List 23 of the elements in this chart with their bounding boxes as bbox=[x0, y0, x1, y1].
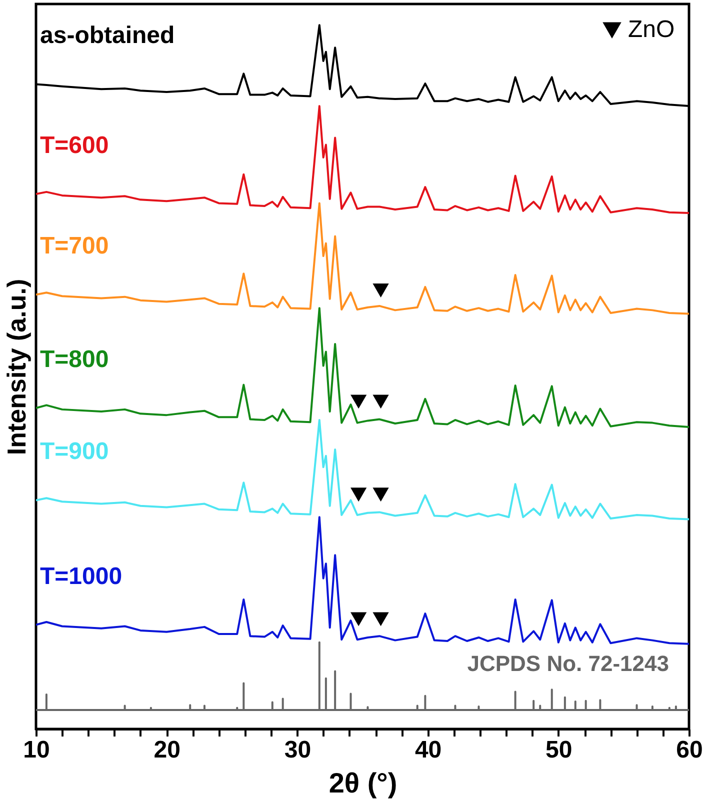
series-label: as-obtained bbox=[40, 22, 175, 50]
point bbox=[372, 488, 389, 502]
point bbox=[350, 612, 367, 626]
point bbox=[350, 488, 367, 502]
legend-label: ZnO bbox=[628, 16, 675, 43]
series-label: T=600 bbox=[40, 132, 109, 160]
x-tick-label: 60 bbox=[676, 736, 703, 764]
x-tick-label: 40 bbox=[414, 736, 442, 764]
series-label: JCPDS No. 72-1243 bbox=[467, 650, 669, 676]
x-tick-label: 50 bbox=[546, 736, 572, 764]
series-label: T=1000 bbox=[40, 562, 122, 590]
series-label: T=700 bbox=[40, 232, 109, 260]
x-tick-label: 20 bbox=[154, 736, 180, 764]
point bbox=[372, 394, 389, 409]
point bbox=[372, 612, 389, 626]
series-label: T=800 bbox=[40, 346, 109, 374]
series-label: T=900 bbox=[40, 438, 109, 466]
x-tick-label: 30 bbox=[284, 736, 312, 764]
point bbox=[350, 394, 367, 409]
y-axis-title: Intensity (a.u.) bbox=[2, 278, 32, 456]
x-axis-title: 2θ (°) bbox=[328, 768, 398, 798]
x-tick-label: 10 bbox=[23, 736, 50, 764]
point bbox=[372, 284, 389, 298]
